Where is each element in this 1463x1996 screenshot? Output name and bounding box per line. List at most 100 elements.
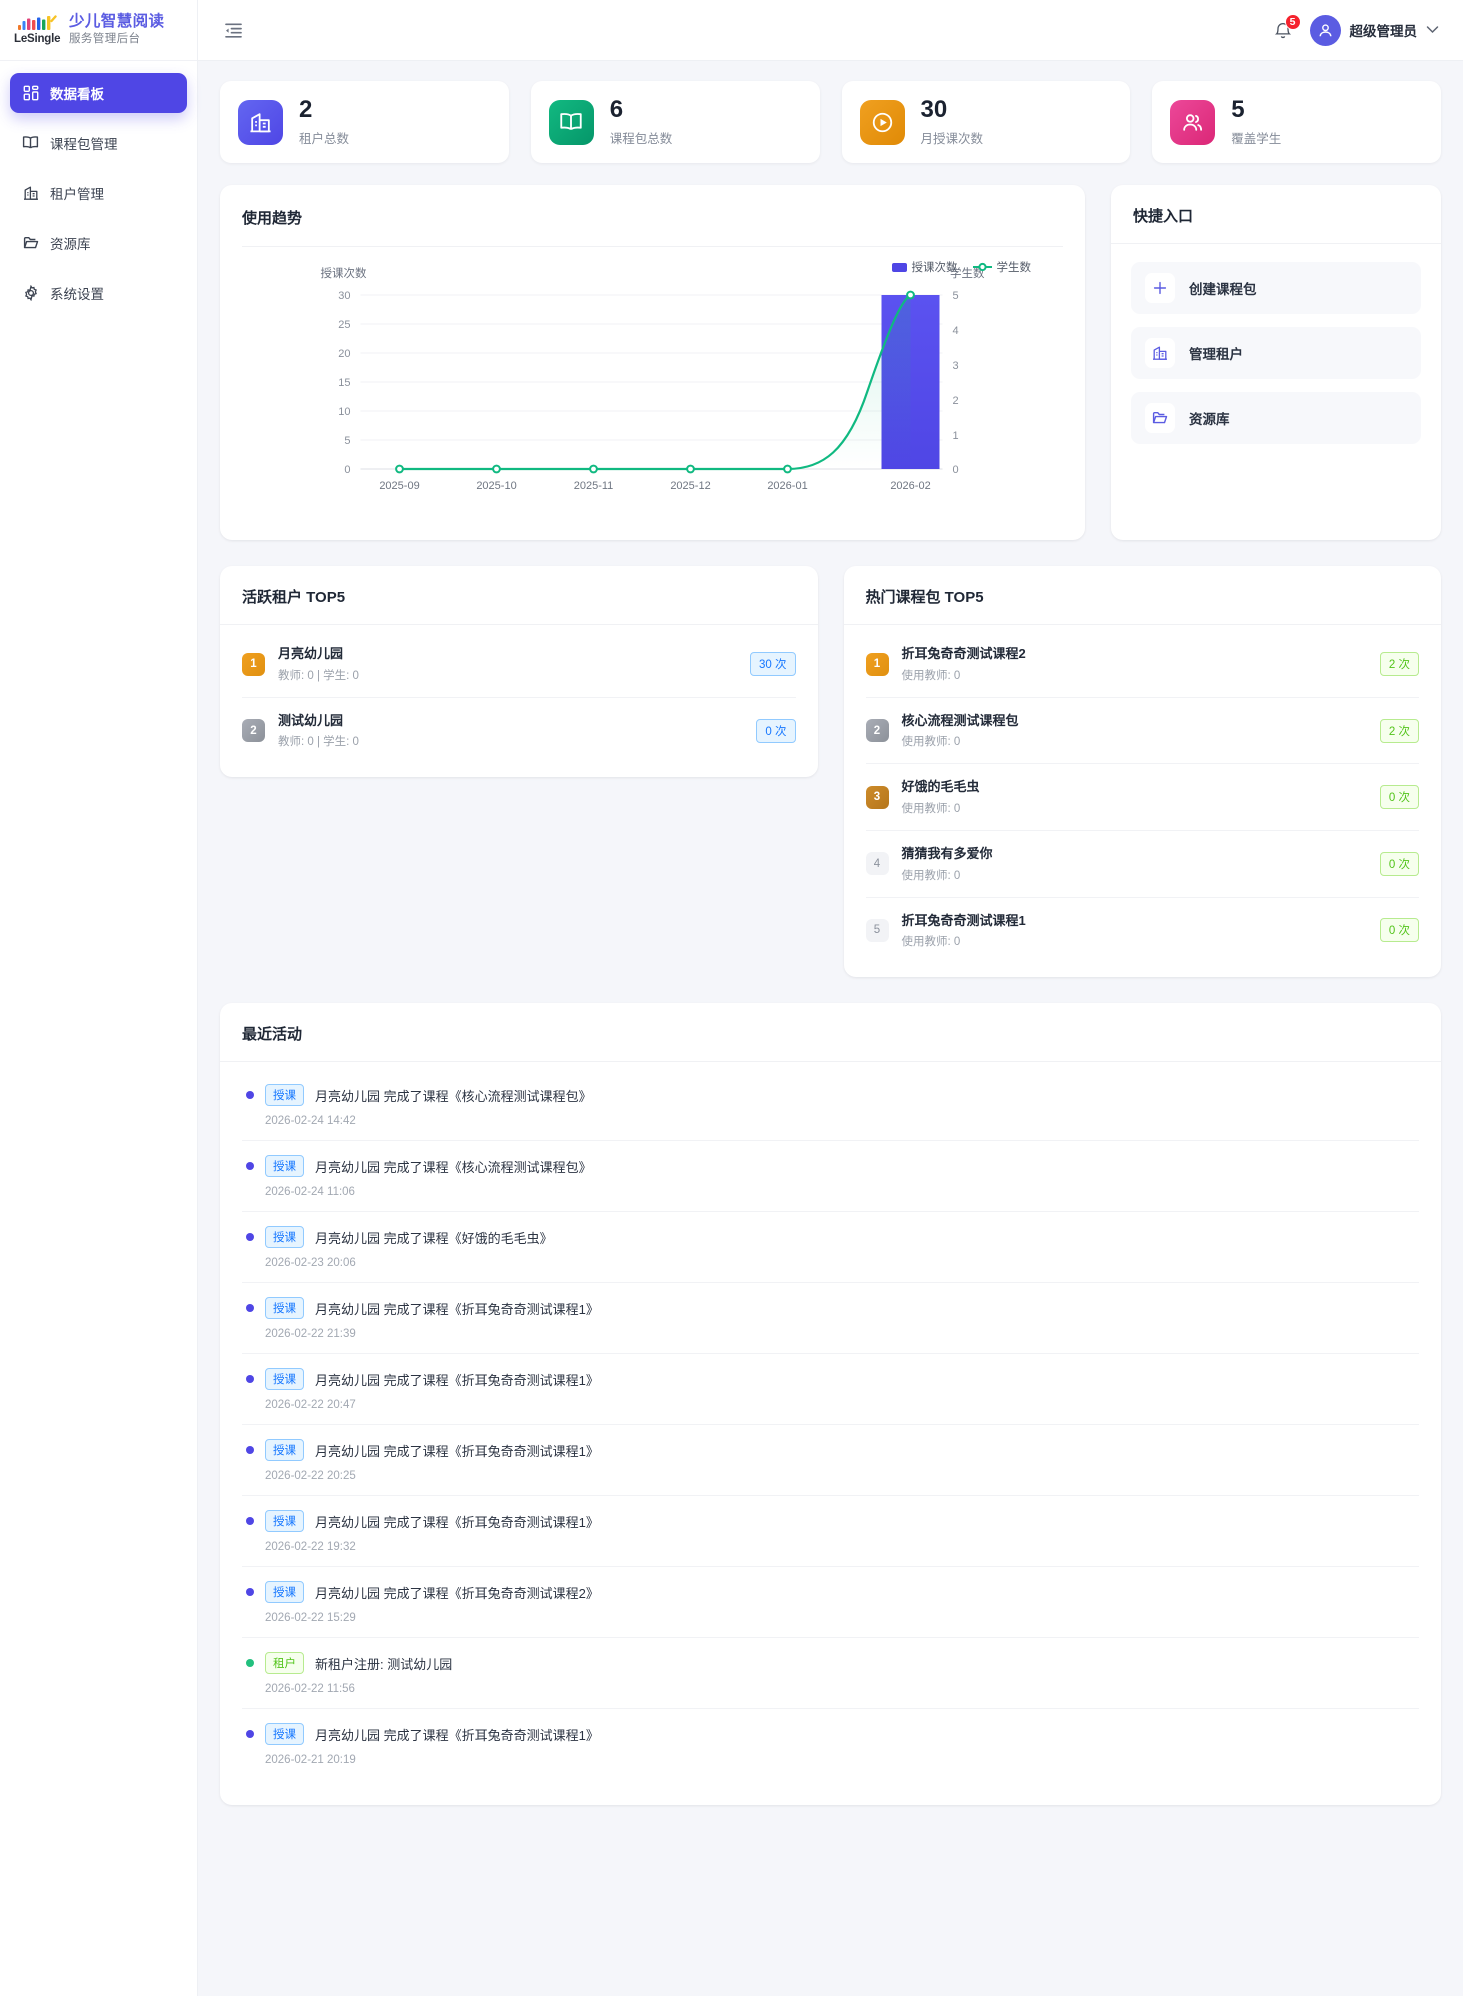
legend-swatch-bar bbox=[891, 262, 907, 272]
activity-time: 2026-02-22 20:47 bbox=[265, 1399, 356, 1412]
folder-icon bbox=[1145, 403, 1175, 434]
brand-title: 少儿智慧阅读 bbox=[69, 13, 165, 31]
svg-text:4: 4 bbox=[953, 325, 959, 337]
building-icon bbox=[22, 185, 39, 202]
dashboard-content: 2 租户总数 6 课程包总数 bbox=[198, 61, 1463, 1833]
activity-item[interactable]: 授课 月亮幼儿园 完成了课程《折耳兔奇奇测试课程1》 2026-02-22 20… bbox=[242, 1354, 1419, 1426]
logo-wordmark: LeSingle bbox=[14, 33, 61, 45]
logo-bars-icon bbox=[18, 15, 57, 30]
chart-svg: 授课次数 学生数 bbox=[321, 266, 985, 492]
users-icon bbox=[1170, 99, 1216, 145]
sidebar-item-resources[interactable]: 资源库 bbox=[10, 223, 187, 263]
menu-fold-icon[interactable] bbox=[220, 17, 246, 43]
chart-line-points bbox=[395, 290, 915, 474]
activity-text: 月亮幼儿园 完成了课程《折耳兔奇奇测试课程1》 bbox=[315, 1514, 599, 1530]
bullet-dot-icon bbox=[246, 1233, 254, 1242]
svg-text:25: 25 bbox=[338, 319, 350, 331]
list-item[interactable]: 5 折耳兔奇奇测试课程1 使用教师: 0 0 次 bbox=[865, 898, 1419, 964]
activity-time: 2026-02-24 14:42 bbox=[265, 1115, 356, 1128]
plus-icon bbox=[1145, 273, 1175, 304]
list-item[interactable]: 3 好饿的毛毛虫 使用教师: 0 0 次 bbox=[865, 764, 1419, 832]
activity-item[interactable]: 授课 月亮幼儿园 完成了课程《核心流程测试课程包》 2026-02-24 11:… bbox=[242, 1141, 1419, 1213]
activity-time: 2026-02-22 19:32 bbox=[265, 1541, 356, 1554]
status-badge: 0 次 bbox=[756, 718, 796, 743]
activity-line: 授课 月亮幼儿园 完成了课程《核心流程测试课程包》 bbox=[242, 1155, 1419, 1178]
recent-activity-card: 最近活动 授课 月亮幼儿园 完成了课程《核心流程测试课程包》 2026-02-2… bbox=[220, 1003, 1441, 1806]
quick-link-resources[interactable]: 资源库 bbox=[1131, 392, 1421, 445]
quick-link-label: 资源库 bbox=[1189, 412, 1230, 428]
building-icon bbox=[1145, 338, 1175, 369]
svg-text:2: 2 bbox=[953, 395, 959, 407]
activity-time: 2026-02-22 20:25 bbox=[265, 1470, 356, 1483]
sidebar-item-settings[interactable]: 系统设置 bbox=[10, 273, 187, 313]
activity-time: 2026-02-24 11:06 bbox=[265, 1186, 355, 1199]
activity-time: 2026-02-22 21:39 bbox=[265, 1328, 356, 1341]
rank-texts: 猜猜我有多爱你 使用教师: 0 bbox=[902, 845, 1367, 883]
course-meta: 使用教师: 0 bbox=[901, 936, 961, 949]
quick-links-card: 快捷入口 创建课程包 bbox=[1111, 185, 1441, 541]
notification-badge: 5 bbox=[1284, 14, 1301, 30]
activity-line: 授课 月亮幼儿园 完成了课程《核心流程测试课程包》 bbox=[242, 1084, 1419, 1107]
stat-cards: 2 租户总数 6 课程包总数 bbox=[220, 81, 1441, 164]
activity-item[interactable]: 授课 月亮幼儿园 完成了课程《折耳兔奇奇测试课程2》 2026-02-22 15… bbox=[242, 1567, 1419, 1639]
usage-trend-title: 使用趋势 bbox=[242, 207, 1063, 248]
sidebar-item-course-packages[interactable]: 课程包管理 bbox=[10, 123, 187, 163]
rank-texts: 折耳兔奇奇测试课程1 使用教师: 0 bbox=[902, 912, 1367, 950]
status-badge: 2 次 bbox=[1379, 718, 1419, 743]
activity-tag: 授课 bbox=[265, 1581, 304, 1604]
rank-texts: 折耳兔奇奇测试课程2 使用教师: 0 bbox=[902, 645, 1367, 683]
status-badge: 0 次 bbox=[1379, 851, 1419, 876]
activity-item[interactable]: 授课 月亮幼儿园 完成了课程《折耳兔奇奇测试课程1》 2026-02-22 21… bbox=[242, 1283, 1419, 1355]
status-badge: 30 次 bbox=[750, 652, 796, 677]
status-badge: 2 次 bbox=[1379, 652, 1419, 677]
quick-link-manage-tenants[interactable]: 管理租户 bbox=[1131, 327, 1421, 380]
stat-texts: 2 租户总数 bbox=[299, 96, 349, 147]
course-name: 折耳兔奇奇测试课程2 bbox=[901, 646, 1026, 662]
brand-logo: LeSingle bbox=[14, 15, 61, 45]
quick-link-create-course-package[interactable]: 创建课程包 bbox=[1131, 262, 1421, 315]
activity-text: 月亮幼儿园 完成了课程《核心流程测试课程包》 bbox=[315, 1159, 592, 1175]
stat-value: 5 bbox=[1231, 96, 1245, 123]
quick-links-title: 快捷入口 bbox=[1111, 185, 1441, 245]
brand-text-group: 少儿智慧阅读 服务管理后台 bbox=[69, 12, 164, 48]
brand-header: LeSingle 少儿智慧阅读 服务管理后台 bbox=[0, 0, 197, 61]
folder-icon bbox=[22, 235, 39, 252]
activity-item[interactable]: 授课 月亮幼儿园 完成了课程《折耳兔奇奇测试课程1》 2026-02-22 20… bbox=[242, 1425, 1419, 1497]
popular-courses-card: 热门课程包 TOP5 1 折耳兔奇奇测试课程2 使用教师: 0 2 次 2 bbox=[843, 566, 1441, 978]
sidebar-item-tenants[interactable]: 租户管理 bbox=[10, 173, 187, 213]
legend-item-students[interactable]: 学生数 bbox=[972, 259, 1031, 275]
activity-text: 月亮幼儿园 完成了课程《折耳兔奇奇测试课程1》 bbox=[315, 1301, 599, 1317]
tenant-meta: 教师: 0 | 学生: 0 bbox=[278, 736, 359, 749]
course-meta: 使用教师: 0 bbox=[901, 869, 961, 882]
list-item[interactable]: 2 测试幼儿园 教师: 0 | 学生: 0 0 次 bbox=[242, 698, 796, 764]
y-axis-left-title: 授课次数 bbox=[321, 266, 367, 280]
course-name: 折耳兔奇奇测试课程1 bbox=[901, 912, 1026, 928]
topbar-right: 5 超级管理员 bbox=[1272, 14, 1440, 46]
rank-badge: 5 bbox=[865, 918, 889, 942]
activity-item[interactable]: 授课 月亮幼儿园 完成了课程《折耳兔奇奇测试课程1》 2026-02-21 20… bbox=[242, 1709, 1419, 1779]
bullet-dot-icon bbox=[246, 1304, 254, 1313]
sidebar-item-dashboard[interactable]: 数据看板 bbox=[10, 73, 187, 113]
svg-text:3: 3 bbox=[953, 360, 959, 372]
activity-tag: 授课 bbox=[265, 1226, 304, 1249]
list-item[interactable]: 1 月亮幼儿园 教师: 0 | 学生: 0 30 次 bbox=[242, 631, 796, 698]
list-item[interactable]: 1 折耳兔奇奇测试课程2 使用教师: 0 2 次 bbox=[865, 631, 1419, 698]
svg-text:0: 0 bbox=[344, 464, 350, 476]
rank-texts: 月亮幼儿园 教师: 0 | 学生: 0 bbox=[278, 645, 737, 683]
svg-text:15: 15 bbox=[338, 377, 350, 389]
list-item[interactable]: 2 核心流程测试课程包 使用教师: 0 2 次 bbox=[865, 698, 1419, 765]
stat-card-course-packages: 6 课程包总数 bbox=[530, 81, 820, 164]
activity-item[interactable]: 授课 月亮幼儿园 完成了课程《折耳兔奇奇测试课程1》 2026-02-22 19… bbox=[242, 1496, 1419, 1568]
activity-line: 授课 月亮幼儿园 完成了课程《折耳兔奇奇测试课程1》 bbox=[242, 1439, 1419, 1462]
activity-item[interactable]: 授课 月亮幼儿园 完成了课程《好饿的毛毛虫》 2026-02-23 20:06 bbox=[242, 1212, 1419, 1284]
gear-icon bbox=[22, 285, 39, 302]
activity-item[interactable]: 租户 新租户注册: 测试幼儿园 2026-02-22 11:56 bbox=[242, 1638, 1419, 1710]
stat-label: 覆盖学生 bbox=[1231, 132, 1282, 147]
list-item[interactable]: 4 猜猜我有多爱你 使用教师: 0 0 次 bbox=[865, 831, 1419, 898]
legend-item-lessons[interactable]: 授课次数 bbox=[891, 259, 958, 275]
notifications-button[interactable]: 5 bbox=[1272, 14, 1301, 42]
user-name: 超级管理员 bbox=[1349, 24, 1418, 39]
user-menu[interactable]: 超级管理员 bbox=[1309, 14, 1440, 46]
stat-card-tenants: 2 租户总数 bbox=[220, 81, 509, 164]
activity-item[interactable]: 授课 月亮幼儿园 完成了课程《核心流程测试课程包》 2026-02-24 14:… bbox=[242, 1070, 1419, 1142]
